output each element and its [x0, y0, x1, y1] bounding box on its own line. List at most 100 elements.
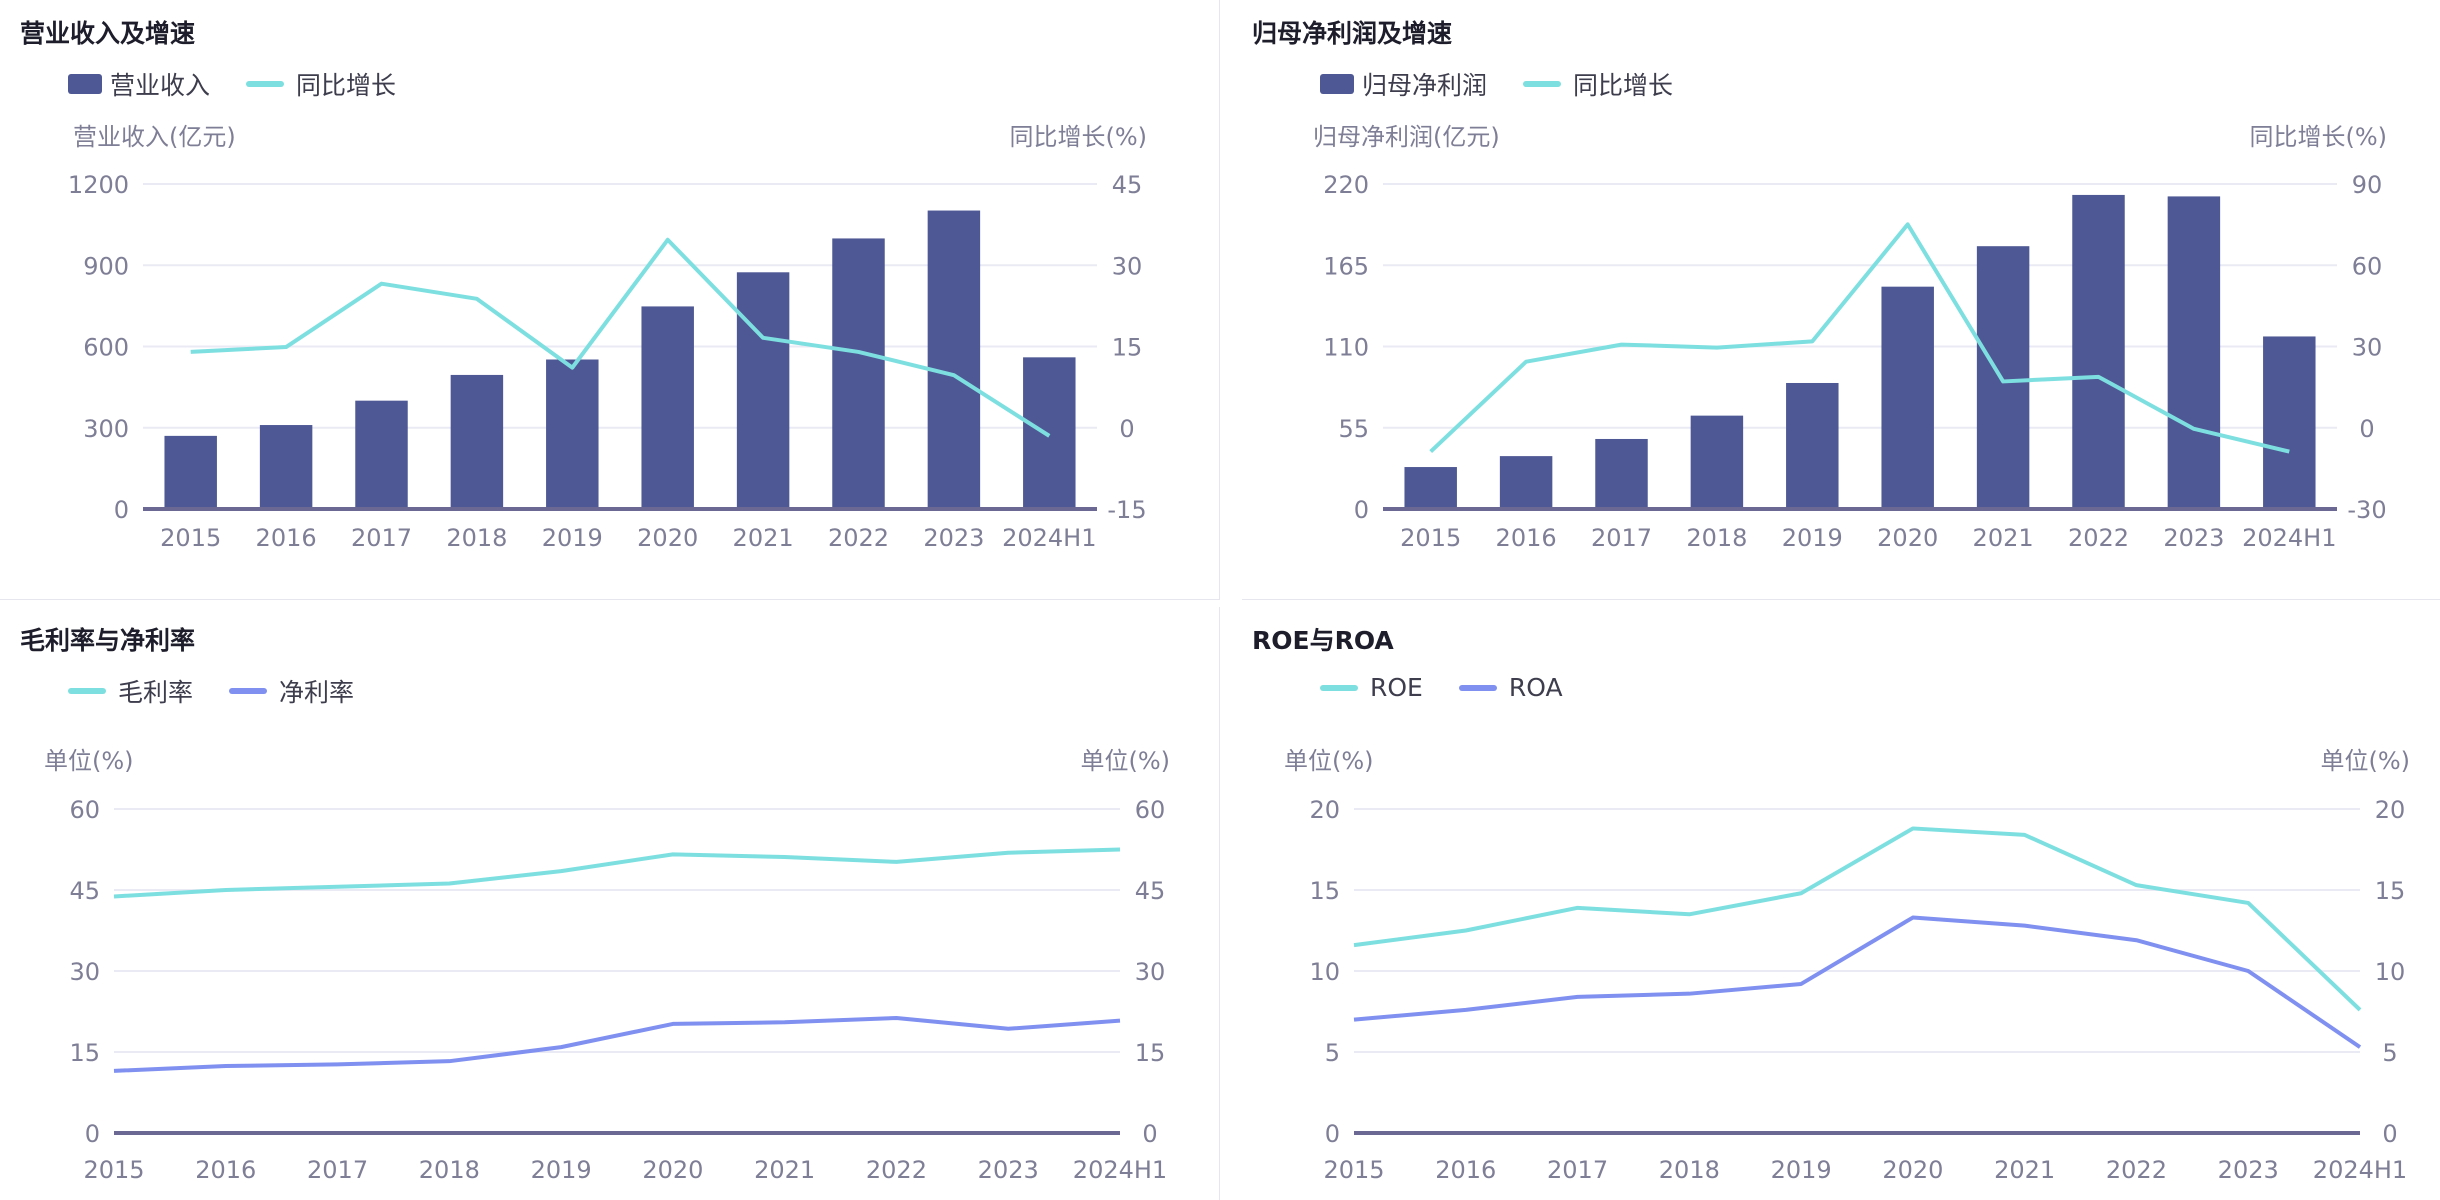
x-tick-label: 2019	[1771, 1156, 1832, 1184]
legend: 毛利率 净利率	[68, 673, 390, 709]
legend-item-roe[interactable]: ROE	[1320, 673, 1423, 702]
left-tick-label: 20	[1309, 796, 1340, 824]
series-line-同比增长	[190, 237, 1051, 438]
legend-item-net-profit[interactable]: 归母净利润	[1320, 66, 1487, 102]
x-tick-label: 2018	[419, 1156, 480, 1184]
right-tick-label: 5	[2382, 1039, 2397, 1067]
left-tick-label: 30	[69, 958, 100, 986]
x-tick-label: 2017	[1591, 524, 1652, 552]
x-tick-label: 2023	[2163, 524, 2224, 552]
series-line-同比增长	[1429, 222, 2290, 454]
right-axis-label: 单位(%)	[1080, 747, 1170, 775]
bar-2018	[1690, 415, 1744, 509]
bar-swatch-icon	[1320, 74, 1354, 94]
left-tick-label: 0	[1354, 496, 1369, 524]
left-axis-label: 营业收入(亿元)	[73, 123, 236, 151]
bar-2015	[1404, 467, 1457, 509]
right-tick-label: 30	[1135, 958, 1166, 986]
revenue-chart: 营业收入(亿元) 同比增长(%) 0 300 600 900 1200 -15 0 15 30 45 2…	[68, 123, 1147, 552]
x-tick-label: 2016	[1435, 1156, 1496, 1184]
left-tick-label: 900	[83, 252, 129, 280]
x-tick-label: 2016	[195, 1156, 256, 1184]
left-tick-label: 0	[114, 496, 129, 524]
right-tick-label: 0	[2382, 1120, 2397, 1148]
legend-item-net-margin[interactable]: 净利率	[229, 673, 354, 709]
bar-2022	[832, 238, 885, 509]
x-tick-label: 2020	[637, 524, 698, 552]
left-tick-label: 15	[1309, 877, 1340, 905]
legend-item-growth[interactable]: 同比增长	[1523, 66, 1673, 102]
x-tick-label: 2022	[2106, 1156, 2167, 1184]
roe-roa-panel: ROE与ROA ROE ROA 单位(%) 单位(%) 0 5 10 15 20 0 5 10 15…	[1242, 607, 2440, 1200]
chart-title: 营业收入及增速	[20, 19, 196, 48]
right-tick-label: 15	[2375, 877, 2406, 905]
x-tick-label: 2021	[733, 524, 794, 552]
line-swatch-icon	[1458, 684, 1497, 691]
bar-2023	[927, 210, 981, 509]
series-line-ROE	[1353, 826, 2362, 1012]
series-line-毛利率	[113, 847, 1121, 899]
right-tick-label: 45	[1135, 877, 1166, 905]
legend-label: 毛利率	[118, 678, 194, 707]
legend: 归母净利润 同比增长	[1320, 66, 1709, 102]
chart-title: ROE与ROA	[1252, 626, 1394, 655]
chart-title: 归母净利润及增速	[1252, 19, 1453, 48]
right-tick-label: 60	[1135, 796, 1166, 824]
legend: ROE ROA	[1320, 673, 1599, 702]
legend-item-gross-margin[interactable]: 毛利率	[68, 673, 193, 709]
x-tick-label: 2017	[307, 1156, 368, 1184]
series-line-净利率	[113, 1015, 1121, 1073]
bar-2022	[2072, 194, 2125, 509]
right-tick-label: 0	[1142, 1120, 1157, 1148]
series-line-ROA	[1353, 915, 2362, 1049]
legend-label: 同比增长	[1573, 71, 1674, 100]
right-axis-label: 同比增长(%)	[1009, 123, 1147, 151]
x-tick-label: 2021	[1973, 524, 2034, 552]
right-tick-label: 20	[2375, 796, 2406, 824]
x-tick-label: 2019	[1782, 524, 1843, 552]
legend-item-roa[interactable]: ROA	[1458, 673, 1563, 702]
x-tick-label: 2023	[923, 524, 984, 552]
bar-2021	[736, 272, 790, 509]
net-profit-panel: 归母净利润及增速 归母净利润 同比增长 归母净利润(亿元) 同比增长(%) 0 55 1…	[1242, 0, 2440, 600]
left-tick-label: 110	[1323, 334, 1369, 362]
x-tick-label: 2017	[351, 524, 412, 552]
revenue-panel: 营业收入及增速 营业收入 同比增长 营业收入(亿元) 同比增长(%) 0 300 600…	[0, 0, 1220, 600]
left-tick-label: 15	[69, 1039, 100, 1067]
bar-2020	[641, 306, 694, 509]
x-tick-label: 2021	[1994, 1156, 2055, 1184]
bar-2018	[450, 374, 504, 509]
line-swatch-icon	[1320, 684, 1358, 691]
left-tick-label: 220	[1323, 171, 1369, 199]
right-axis-label: 同比增长(%)	[2249, 123, 2387, 151]
right-tick-label: -30	[2347, 496, 2386, 524]
left-tick-label: 0	[85, 1120, 100, 1148]
legend-item-revenue[interactable]: 营业收入	[68, 66, 210, 102]
x-tick-label: 2018	[1659, 1156, 1720, 1184]
x-tick-label: 2015	[83, 1156, 144, 1184]
x-tick-label: 2020	[1882, 1156, 1943, 1184]
line-swatch-icon	[229, 688, 268, 694]
x-tick-label: 2015	[1400, 524, 1461, 552]
legend-label: ROE	[1370, 673, 1423, 702]
x-tick-label: 2018	[1686, 524, 1747, 552]
legend-item-growth[interactable]: 同比增长	[246, 66, 396, 102]
left-tick-label: 10	[1309, 958, 1340, 986]
margin-chart: 单位(%) 单位(%) 0 15 30 45 60 0 15 30 45 60 2015 2016 2017…	[44, 747, 1170, 1184]
bar-2019	[546, 359, 599, 509]
bar-2024H1	[1023, 357, 1076, 509]
right-tick-label: 60	[2352, 252, 2383, 280]
x-tick-label: 2024H1	[1002, 524, 1096, 552]
right-tick-label: 45	[1112, 171, 1143, 199]
right-tick-label: -15	[1107, 496, 1146, 524]
right-tick-label: 15	[1112, 334, 1143, 362]
bar-2024H1	[2263, 336, 2316, 509]
x-tick-label: 2022	[866, 1156, 927, 1184]
roe-roa-chart: 单位(%) 单位(%) 0 5 10 15 20 0 5 10 15 20 2015 2016 2017 20…	[1284, 747, 2410, 1184]
bar-2020	[1881, 286, 1934, 509]
right-tick-label: 15	[1135, 1039, 1166, 1067]
x-tick-label: 2020	[642, 1156, 703, 1184]
x-tick-label: 2016	[1496, 524, 1557, 552]
left-tick-label: 165	[1323, 252, 1369, 280]
left-tick-label: 5	[1325, 1039, 1340, 1067]
